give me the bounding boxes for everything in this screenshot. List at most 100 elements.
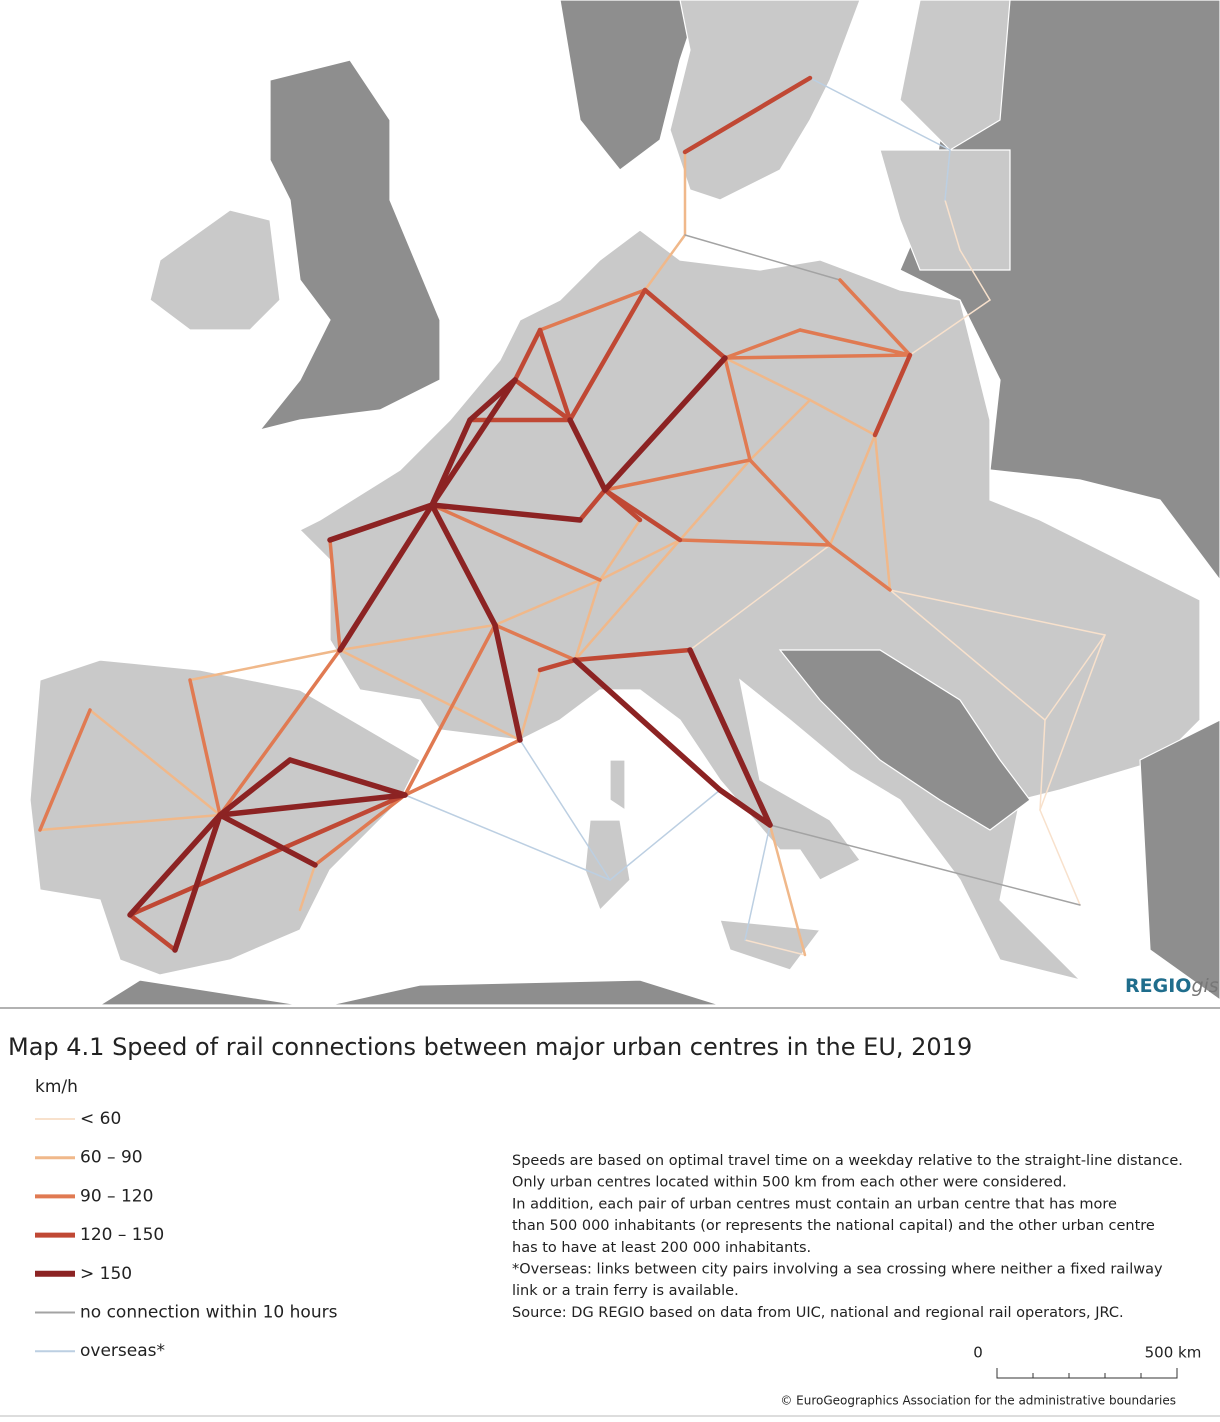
rail-link [572,647,693,663]
legend-label: 60 – 90 [80,1148,143,1168]
rail-link [1039,634,1106,811]
rail-link [889,589,1046,721]
note-line: Speeds are based on optimal travel time … [512,1153,1183,1169]
scale-end: 500 km [1145,1344,1202,1362]
rail-link [217,812,318,868]
rail-link [127,812,223,918]
rail-link [909,299,991,356]
rail-link [602,487,643,523]
rail-link [572,657,723,793]
rail-link [338,648,522,742]
rail-link [172,812,223,953]
rail-link [748,398,812,462]
rail-link [609,789,721,881]
rail-link [769,824,1081,906]
rail-link [573,538,682,662]
rail-link [689,544,831,651]
rail-link [127,792,408,918]
legend-label: 120 – 150 [80,1225,164,1245]
rail-link [127,912,178,953]
rail-link [828,433,877,547]
rail-link [687,647,773,828]
rail-link [512,377,573,423]
rail-link [287,757,408,798]
rail-link [519,739,611,881]
rail-link [809,77,951,151]
rail-link [537,657,578,673]
rail-link [338,623,497,652]
note-line: link or a train ferry is available. [512,1283,739,1299]
rail-link [38,813,222,832]
rail-link [872,352,913,438]
rail-link [567,417,608,493]
copyright: © EuroGeographics Association for the ad… [780,1394,1176,1408]
rail-link [598,538,682,582]
logo-main: REGIO [1125,975,1191,997]
rail-link [573,578,602,662]
legend: < 60 60 – 90 90 – 120 120 – 150 > 150 no conn… [35,1109,338,1361]
rail-link [537,327,573,423]
rail-link [327,502,435,543]
logo-suffix: gis [1191,975,1218,997]
note-line: Source: DG REGIO based on data from UIC,… [512,1305,1124,1321]
rail-link [1044,634,1106,721]
rail-link [889,589,1106,636]
rail-link [337,502,435,653]
note-line: than 500 000 inhabitants (or represents … [512,1218,1155,1234]
rail-link [944,199,961,251]
rail-link [1039,719,1046,811]
legend-label: > 150 [80,1264,132,1284]
legend-label: 90 – 120 [80,1186,153,1206]
rail-link [217,757,293,818]
note-line: *Overseas: links between city pairs invo… [512,1262,1163,1278]
rail-link [577,487,608,523]
rail-link [642,287,728,361]
notes: Speeds are based on optimal travel time … [512,1153,1183,1321]
rail-link [602,355,728,493]
rail-link [429,502,498,628]
logo: REGIOgis [1125,975,1219,997]
rail-link [682,75,813,155]
rail-link [678,538,832,547]
rail-link [828,543,892,592]
rail-link [88,708,222,817]
rail-link [404,794,611,881]
rail-link [1039,809,1081,906]
rail-link [684,234,841,281]
map-title: Map 4.1 Speed of rail connections betwee… [8,1033,972,1061]
rail-link [944,149,951,201]
rail-link [717,787,773,828]
note-line: Only urban centres located within 500 km… [512,1175,1067,1191]
rail-link [873,433,892,592]
rail-link [768,823,807,957]
rail-link [492,622,523,743]
note-line: In addition, each pair of urban centres … [512,1196,1117,1212]
rail-link [808,398,877,437]
scale-bar [996,1368,1178,1379]
rail-link [188,678,222,817]
rail-link [493,623,577,662]
rail-link [678,458,752,542]
legend-unit: km/h [35,1077,78,1097]
rail-link [38,708,92,832]
rail-network [38,75,1106,957]
rail-link [518,668,542,742]
rail-link [430,503,602,582]
rail-link [217,792,408,818]
rail-link [313,793,407,867]
rail-link [598,518,642,582]
rail-link [298,863,317,912]
note-line: has to have at least 200 000 inhabitants… [512,1240,811,1256]
legend-label: overseas* [80,1341,165,1361]
rail-link [403,738,522,797]
rail-link [538,288,647,332]
rail-link [403,623,497,797]
rail-link [493,578,602,627]
rail-link [798,328,912,357]
rail-link [218,648,342,817]
rail-link [748,458,832,547]
rail-link [744,939,806,956]
rail-link [744,824,771,941]
